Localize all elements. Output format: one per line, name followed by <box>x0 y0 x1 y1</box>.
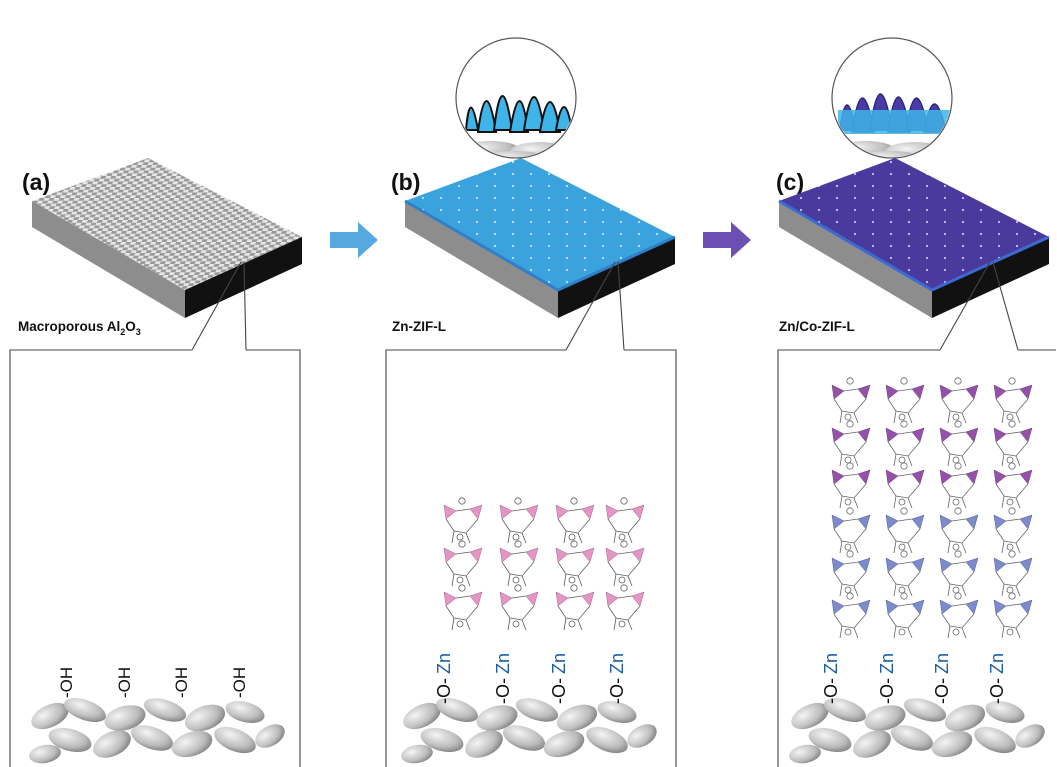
svg-text:Zn: Zn <box>877 653 897 674</box>
slab-b-right <box>558 237 675 318</box>
caption-c: Zn/Co-ZIF-L <box>779 319 855 334</box>
slab-a-right <box>185 237 302 318</box>
zoom-outline-b <box>385 261 677 767</box>
svg-text:Zn: Zn <box>607 653 627 674</box>
zoom-outline-c <box>777 261 1056 767</box>
svg-text:Zn: Zn <box>434 653 454 674</box>
svg-text:-O-: -O- <box>493 678 513 704</box>
zn-zif-l-slab <box>404 158 676 318</box>
oh-group-1: -OH <box>57 667 76 698</box>
caption-b: Zn-ZIF-L <box>392 319 446 334</box>
ozn-groups-c: -O- Zn -O- Zn -O- Zn -O- Zn <box>821 653 1007 704</box>
panel-c: (c) Zn/Co-ZIF-L <box>776 37 1056 767</box>
svg-text:Zn: Zn <box>987 653 1007 674</box>
oh-group-2: -OH <box>115 667 134 698</box>
panel-a-letter: (a) <box>22 169 50 195</box>
al2o3-slab <box>32 158 302 318</box>
zn-co-zif-l-slab <box>778 158 1050 318</box>
svg-text:-O-: -O- <box>821 678 841 704</box>
panel-b: (b) Zn-ZIF-L <box>385 37 677 767</box>
svg-text:Zn: Zn <box>932 653 952 674</box>
svg-text:Zn: Zn <box>821 653 841 674</box>
zoom-outline-a <box>9 261 301 767</box>
panel-b-letter: (b) <box>391 169 420 195</box>
ozn-groups-b: -O- Zn -O- Zn -O- Zn -O- Zn <box>434 653 627 704</box>
slab-b-top <box>405 158 675 290</box>
svg-text:-O-: -O- <box>607 678 627 704</box>
oh-group-3: -OH <box>172 667 191 698</box>
svg-text:-O-: -O- <box>434 678 454 704</box>
oh-groups-a: -OH -OH -OH -OH <box>57 667 249 698</box>
svg-text:-O-: -O- <box>877 678 897 704</box>
magnifier-circle-c <box>831 37 953 159</box>
zif-lattice-c-co <box>831 377 1033 509</box>
slab-a-left <box>32 201 185 318</box>
process-arrow-2 <box>703 222 751 258</box>
panel-a: (a) Macroporous Al2O3 -OH -OH -OH -OH <box>9 158 302 767</box>
svg-text:-O-: -O- <box>987 678 1007 704</box>
oh-group-4: -OH <box>230 667 249 698</box>
slab-b-left <box>405 201 558 318</box>
slab-c-top <box>779 158 1049 290</box>
slab-c-right <box>932 237 1049 318</box>
svg-text:-O-: -O- <box>932 678 952 704</box>
caption-a: Macroporous Al2O3 <box>18 319 141 337</box>
panel-c-letter: (c) <box>776 169 804 195</box>
slab-c-left <box>779 201 932 318</box>
al2o3-particles-a <box>27 693 289 766</box>
zif-lattice-b <box>443 497 645 631</box>
process-arrow-1 <box>330 222 378 258</box>
svg-text:Zn: Zn <box>549 653 569 674</box>
slab-a-top <box>32 158 302 290</box>
svg-text:Zn: Zn <box>493 653 513 674</box>
svg-text:-O-: -O- <box>549 678 569 704</box>
magnifier-circle-b <box>455 37 577 159</box>
zif-lattice-c-zn <box>831 507 1033 639</box>
